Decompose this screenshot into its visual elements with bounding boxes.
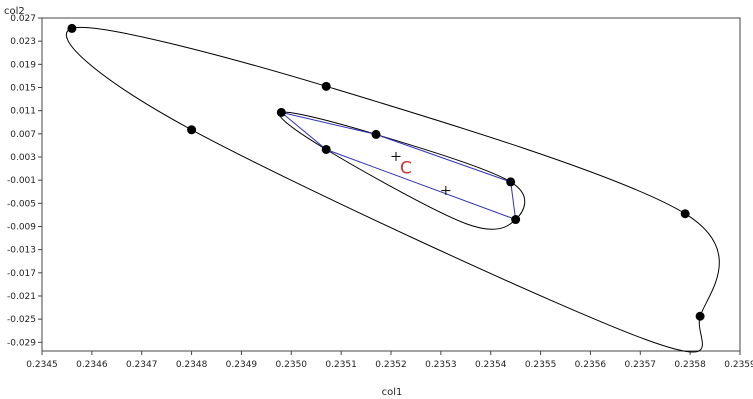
data-point (321, 81, 331, 91)
plot-border (41, 17, 741, 352)
x-tick-label: 0.2348 (176, 360, 208, 370)
x-tick-label: 0.2347 (126, 360, 158, 370)
y-tick-label: -0.009 (7, 222, 36, 232)
y-tick-label: -0.013 (7, 246, 36, 256)
x-tick-label: 0.2349 (226, 360, 258, 370)
outer-curve (65, 27, 720, 353)
centroid-marker (391, 151, 401, 161)
x-axis-label: col1 (382, 387, 403, 398)
x-tick-label: 0.2345 (26, 360, 58, 370)
y-tick-label: 0.003 (10, 153, 36, 163)
y-tick-label: -0.017 (7, 269, 36, 279)
y-tick-label: -0.025 (7, 315, 36, 325)
y-tick-label: -0.005 (7, 199, 36, 209)
x-tick-label: 0.2346 (76, 360, 108, 370)
x-tick-label: 0.2350 (276, 360, 308, 370)
annotation-label: C (400, 158, 412, 178)
x-axis: 0.2345 0.2346 0.2347 0.2348 0.2349 0.2350 0.23… (26, 351, 753, 370)
y-tick-label: 0.027 (10, 14, 36, 24)
x-tick-label: 0.2354 (475, 360, 507, 370)
y-tick-label: -0.021 (7, 292, 36, 302)
y-tick-label: -0.029 (7, 338, 36, 348)
curves (65, 27, 720, 353)
y-tick-label: 0.015 (10, 83, 36, 93)
data-point (321, 144, 331, 154)
data-point (371, 129, 381, 139)
x-tick-label: 0.2359 (724, 360, 753, 370)
x-tick-label: 0.2353 (425, 360, 457, 370)
y-axis-label: col2 (4, 6, 25, 17)
y-axis: 0.027 0.023 0.019 0.015 0.011 0.007 0.003 -0.00… (7, 14, 42, 348)
data-point (680, 209, 690, 219)
centroid-markers (391, 151, 451, 196)
y-tick-label: -0.001 (7, 176, 36, 186)
data-point (511, 215, 521, 225)
x-tick-label: 0.2357 (625, 360, 657, 370)
x-tick-label: 0.2356 (575, 360, 607, 370)
centroid-marker (441, 186, 451, 196)
data-point (506, 177, 516, 187)
y-tick-label: 0.007 (10, 130, 36, 140)
plot-frame (41, 17, 741, 352)
hull-polygon (280, 111, 517, 221)
data-point (67, 23, 77, 33)
x-tick-label: 0.2352 (375, 360, 407, 370)
y-tick-label: 0.019 (10, 60, 36, 70)
x-tick-label: 0.2358 (674, 360, 706, 370)
data-point (276, 107, 286, 117)
data-point (695, 311, 705, 321)
x-tick-label: 0.2351 (325, 360, 357, 370)
data-point (187, 125, 197, 135)
x-tick-label: 0.2355 (525, 360, 557, 370)
y-tick-label: 0.023 (10, 37, 36, 47)
y-tick-label: 0.011 (10, 107, 36, 117)
data-points (67, 23, 705, 321)
